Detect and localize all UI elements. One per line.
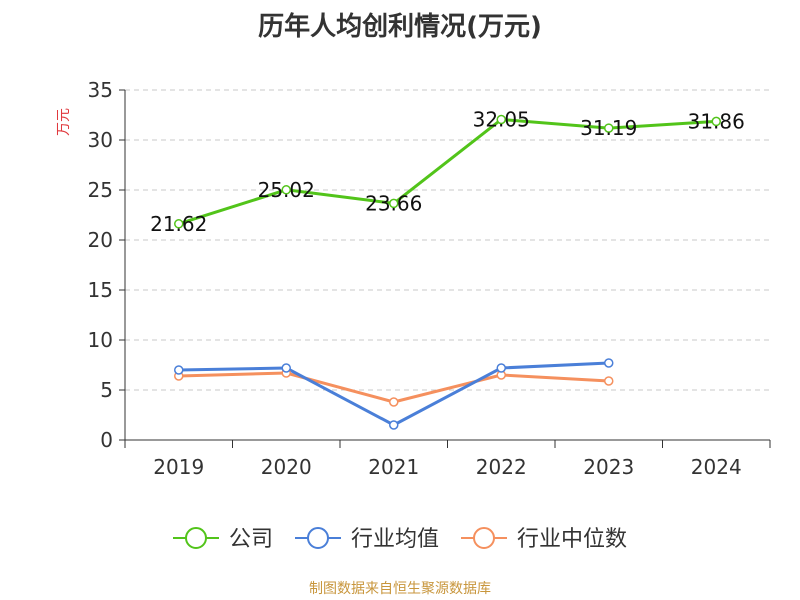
y-tick-label: 35 [88,78,113,102]
legend: 公司 行业均值 行业中位数 [173,527,627,552]
y-tick-label: 25 [88,178,113,202]
data-points [174,114,721,430]
data-point [604,123,614,133]
series-line [177,118,718,226]
x-tick-label: 2023 [583,455,634,479]
data-point [174,219,184,229]
data-point [604,358,614,368]
data-label: 25.02 [258,178,315,202]
chart-title: 历年人均创利情况(万元) [258,12,542,42]
y-tick-label: 30 [88,128,113,152]
data-point [496,114,506,125]
grid-lines [125,89,770,391]
x-tick-label: 2024 [691,455,742,479]
legend-label: 行业中位数 [517,527,627,552]
legend-item: 行业中位数 [461,527,627,552]
data-label: 31.19 [580,116,637,140]
data-point [604,376,614,386]
y-tick-label: 5 [100,378,113,402]
legend-item: 行业均值 [295,527,439,552]
data-label: 21.62 [150,212,207,236]
data-label: 23.66 [365,191,422,215]
y-tick-label: 20 [88,228,113,252]
data-point [174,365,184,375]
x-tick-label: 2021 [368,455,419,479]
data-point [281,185,291,195]
legend-item: 公司 [173,527,273,552]
data-point [389,420,399,430]
data-label: 31.86 [688,109,745,133]
data-point [281,363,291,373]
legend-label: 行业均值 [351,527,439,552]
x-tick-label: 2019 [153,455,204,479]
data-point [389,397,399,407]
x-tick-label: 2022 [476,455,527,479]
series-lines [177,118,718,427]
legend-marker [185,527,207,549]
y-tick-label: 0 [100,428,113,452]
data-label: 32.05 [473,108,530,132]
source-note: 制图数据来自恒生聚源数据库 [309,581,491,597]
y-tick-label: 15 [88,278,113,302]
legend-label: 公司 [229,527,273,552]
axes: 0 5 10 15 20 25 30 35 2019 2020 2021 2022 2023 2024 万元 [56,78,771,479]
data-point [389,198,399,209]
series-line [177,361,611,427]
y-axis-title: 万元 [56,108,72,136]
data-point [496,363,506,373]
legend-marker [473,527,495,549]
legend-marker [307,527,329,549]
data-point [711,116,721,127]
y-tick-label: 10 [88,328,113,352]
x-tick-label: 2020 [261,455,312,479]
data-labels: 21.62 25.02 23.66 32.05 31.19 31.86 [150,108,745,236]
